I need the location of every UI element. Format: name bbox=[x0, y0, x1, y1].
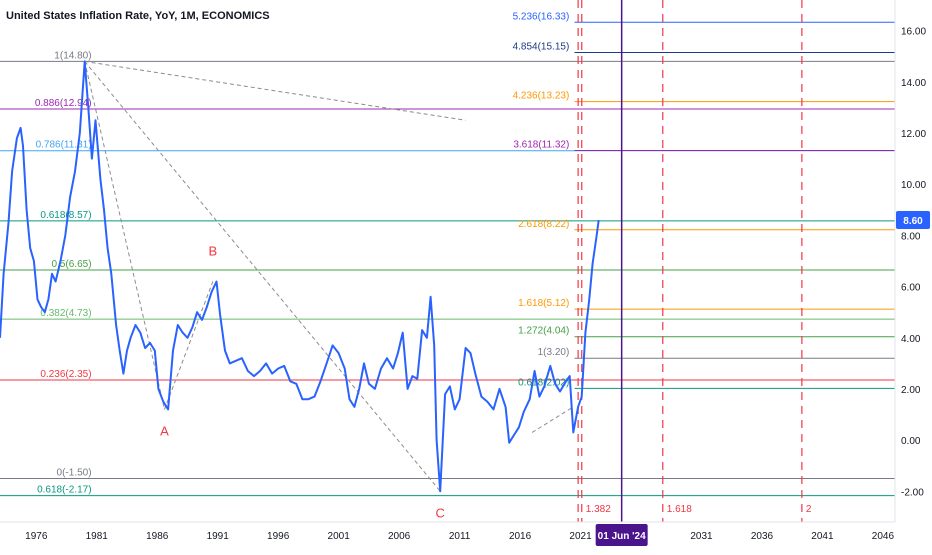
fib-retracement-label: 1(14.80) bbox=[54, 50, 91, 61]
fib-time-zone-label: 1.382 bbox=[586, 504, 611, 515]
y-tick-label: 2.00 bbox=[901, 385, 921, 396]
fib-extension-label: 0.618(2.02) bbox=[518, 377, 569, 388]
x-tick-label: 2046 bbox=[872, 531, 895, 542]
price-series bbox=[0, 60, 600, 493]
fib-retracement-label: 0.618(8.57) bbox=[40, 210, 91, 221]
x-tick-label: 2006 bbox=[388, 531, 411, 542]
x-tick-label: 2041 bbox=[811, 531, 834, 542]
fib-extension-label: 5.236(16.33) bbox=[513, 11, 570, 22]
cursor-date-label: 01 Jun '24 bbox=[598, 531, 646, 542]
trend-line bbox=[531, 406, 574, 433]
chart-title: United States Inflation Rate, YoY, 1M, E… bbox=[6, 10, 270, 22]
fib-extension-label: 4.236(13.23) bbox=[513, 91, 570, 102]
y-tick-label: 16.00 bbox=[901, 27, 926, 38]
fib-time-zone-label: 2 bbox=[806, 504, 812, 515]
fib-extension-label: 2.618(8.22) bbox=[518, 219, 569, 230]
y-tick-label: 8.00 bbox=[901, 231, 921, 242]
fib-retracement-label: 0.886(12.94) bbox=[35, 98, 92, 109]
axes: 16.00 14.00 12.00 10.00 8.00 6.00 4.00 2.00 0.00… bbox=[0, 0, 930, 542]
trend-lines bbox=[84, 60, 574, 492]
x-tick-label: 1986 bbox=[146, 531, 169, 542]
fib-extension-label: 1.618(5.12) bbox=[518, 298, 569, 309]
x-tick-label: 1976 bbox=[25, 531, 48, 542]
fib-time-zones: 1.382 1.618 2 bbox=[577, 0, 812, 522]
fib-extension-label: 4.854(15.15) bbox=[513, 41, 570, 52]
cursor-date-tag bbox=[595, 524, 648, 546]
last-price-tag bbox=[896, 211, 930, 230]
x-tick-label: 1981 bbox=[86, 531, 109, 542]
x-tick-label: 2031 bbox=[690, 531, 713, 542]
fib-retracement-label: 0.382(4.73) bbox=[40, 308, 91, 319]
x-tick-label: 2001 bbox=[328, 531, 351, 542]
y-tick-label: 12.00 bbox=[901, 129, 926, 140]
trend-line bbox=[84, 61, 165, 410]
fib-extension-label: 3.618(11.32) bbox=[513, 139, 569, 150]
fib-extension-label: 1.272(4.04) bbox=[518, 326, 569, 337]
x-tick-label: 2021 bbox=[569, 531, 592, 542]
trend-line bbox=[84, 61, 441, 492]
x-tick-label: 1996 bbox=[267, 531, 290, 542]
trend-line bbox=[84, 60, 466, 121]
x-tick-label: 2036 bbox=[751, 531, 774, 542]
wave-label: C bbox=[436, 505, 445, 520]
y-tick-label: 4.00 bbox=[901, 334, 921, 345]
wave-label: B bbox=[209, 243, 218, 258]
x-tick-label: 2011 bbox=[449, 531, 471, 542]
wave-labels: A B C bbox=[160, 243, 445, 520]
fib-retracement-label: 0(-1.50) bbox=[57, 468, 92, 479]
y-tick-label: 10.00 bbox=[901, 180, 926, 191]
trend-line bbox=[164, 281, 214, 410]
x-tick-label: 2016 bbox=[509, 531, 532, 542]
inflation-series-line[interactable] bbox=[0, 60, 600, 493]
x-tick-label: 1991 bbox=[207, 531, 230, 542]
crosshair: 01 Jun '24 bbox=[595, 0, 648, 546]
y-tick-label: -2.00 bbox=[901, 487, 924, 498]
fib-retracement-label: 0.5(6.65) bbox=[52, 259, 92, 270]
fib-extension-label: 1(3.20) bbox=[538, 347, 570, 358]
fib-retracement-label: 0.618(-2.17) bbox=[37, 485, 91, 496]
fib-retracement-label: 0.236(2.35) bbox=[40, 369, 91, 380]
y-tick-label: 14.00 bbox=[901, 78, 926, 89]
fib-levels: 1(14.80) 0.886(12.94) 0.786(11.31) 0.618(8.… bbox=[0, 11, 895, 497]
fib-retracement-label: 0.786(11.31) bbox=[36, 140, 92, 151]
wave-label: A bbox=[160, 423, 169, 438]
y-tick-label: 6.00 bbox=[901, 283, 921, 294]
last-price-label: 8.60 bbox=[903, 216, 923, 227]
fib-time-zone-label: 1.618 bbox=[667, 504, 692, 515]
y-tick-label: 0.00 bbox=[901, 436, 921, 447]
